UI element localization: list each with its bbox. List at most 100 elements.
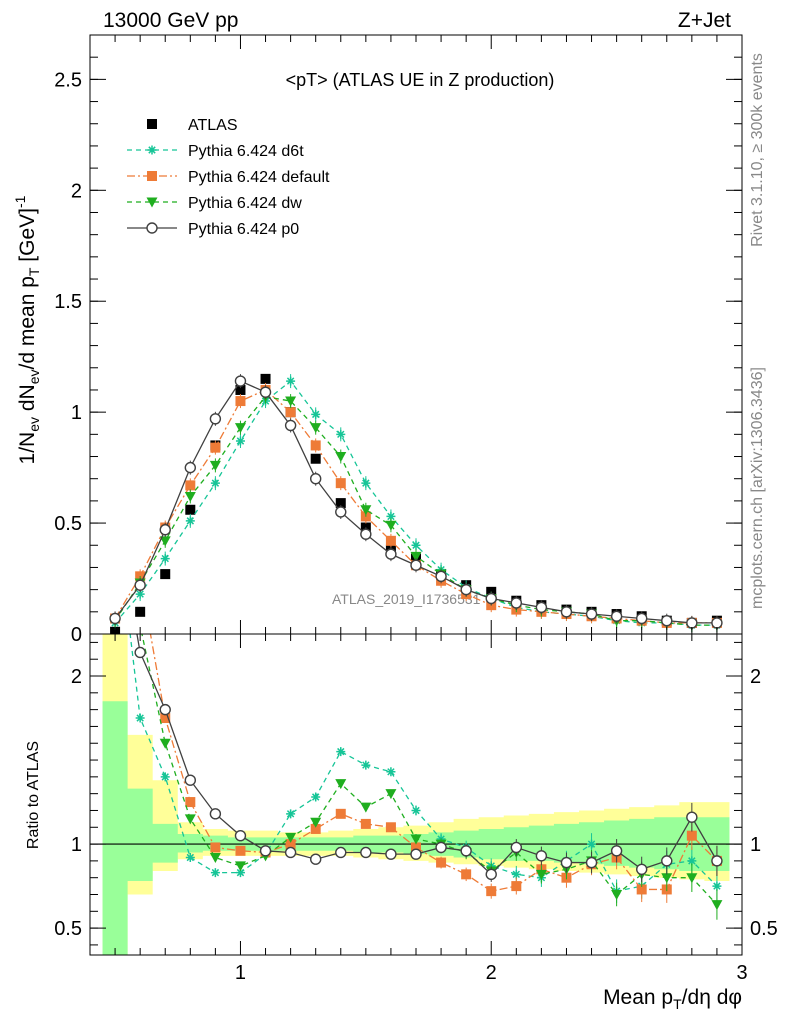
data-point: [385, 535, 396, 546]
ratio-point: [661, 873, 673, 884]
ratio-point: [184, 814, 196, 825]
data-point: [285, 407, 296, 418]
ratio-point: [360, 802, 372, 813]
ratio-point: [160, 772, 170, 782]
ratio-point: [210, 842, 221, 853]
data-point: [360, 505, 372, 516]
data-point: [510, 597, 523, 609]
data-point: [135, 606, 146, 617]
svg-text:Mean pT/dη dφ: Mean pT/dη dφ: [603, 986, 742, 1012]
ratio-point: [284, 846, 297, 859]
ratio-point: [309, 853, 322, 865]
ratio-point: [235, 868, 245, 878]
rivet-label: Rivet 3.1.10, ≥ 300k events: [749, 53, 766, 247]
ratio-point: [385, 822, 396, 833]
ratio-point: [210, 868, 220, 878]
watermark: ATLAS_2019_I1736531: [332, 591, 481, 607]
ratio-point: [610, 845, 623, 857]
main-axes: 0 0.5 1 1.5 2 2.5: [54, 34, 743, 646]
ratio-point: [686, 830, 697, 841]
ratio-point: [385, 848, 397, 860]
ratio-point: [687, 856, 697, 866]
ratio-point: [560, 856, 573, 869]
data-point: [184, 491, 196, 502]
ratio-point: [234, 861, 246, 872]
data-point: [686, 617, 698, 629]
data-point: [235, 396, 246, 407]
y-tick-label: 2: [71, 666, 82, 688]
data-point: [135, 589, 145, 599]
data-point: [109, 612, 121, 625]
ratio-point: [661, 855, 673, 867]
data-point: [210, 478, 220, 488]
data-point: [386, 511, 396, 521]
ratio-point: [310, 823, 321, 834]
ratio-point: [711, 855, 723, 867]
legend-label: ATLAS: [188, 117, 238, 134]
ratio-point: [461, 869, 472, 880]
data-point: [284, 419, 297, 432]
y-tick-label-right: 2: [750, 666, 761, 688]
watermark-text: ATLAS_2019_I1736531: [332, 591, 481, 607]
data-point: [310, 440, 321, 451]
y-tick-label: 1.5: [54, 291, 82, 313]
ratio-point: [286, 809, 296, 819]
data-point: [410, 551, 422, 562]
ratio-point: [159, 703, 171, 716]
legend-marker: [147, 171, 157, 181]
x-axis-label: Mean pT/dη dφ: [603, 986, 742, 1012]
ratio-point: [511, 881, 522, 892]
data-point: [535, 601, 548, 614]
ratio-point: [360, 846, 372, 859]
mcplots-label: mcplots.cern.ch [arXiv:1306.3436]: [749, 367, 766, 609]
ratio-point: [411, 842, 421, 853]
data-point: [661, 614, 673, 627]
ratio-point: [335, 808, 346, 819]
ratio-point: [435, 841, 447, 854]
data-point: [184, 461, 197, 474]
ratio-point: [410, 834, 422, 845]
data-point: [385, 548, 397, 560]
y-tick-label: 1: [71, 402, 82, 424]
data-point: [159, 536, 171, 547]
ratio-point: [535, 869, 547, 880]
data-point: [209, 413, 222, 425]
ratio-point: [234, 829, 247, 842]
ratio-point: [410, 848, 422, 860]
data-point: [336, 429, 346, 439]
data-point: [209, 460, 221, 471]
data-point: [259, 386, 272, 398]
legend-label: Pythia 6.424 dw: [188, 195, 302, 212]
y-tick-label-right: 0.5: [750, 918, 778, 940]
data-point: [285, 396, 297, 407]
header-left: 13000 GeV pp: [103, 9, 238, 32]
legend-marker: [146, 222, 158, 234]
legend-marker: [147, 145, 157, 155]
legend-marker: [147, 119, 157, 129]
data-point: [310, 453, 321, 464]
axes-frame: [89, 633, 743, 956]
ratio-point: [111, 503, 120, 512]
data-point: [411, 540, 421, 550]
y-tick-label: 0: [71, 624, 82, 646]
y-tick-label: 1: [71, 834, 82, 856]
ratio-point: [711, 900, 723, 911]
ratio-point: [285, 832, 297, 843]
data-point: [335, 506, 347, 518]
ratio-point: [235, 845, 246, 856]
ratio-point: [485, 868, 497, 881]
data-point: [335, 498, 346, 509]
ratio-point: [259, 845, 272, 857]
data-point: [585, 608, 598, 620]
ratio-point: [110, 503, 121, 513]
data-point: [335, 478, 346, 489]
svg-text:Ratio to ATLAS: Ratio to ATLAS: [25, 741, 42, 849]
data-point: [235, 436, 245, 446]
x-tick-label: 3: [736, 962, 747, 984]
ratio-point: [686, 873, 698, 884]
data-point: [185, 516, 195, 526]
data-point: [185, 480, 196, 491]
legend: ATLAS Pythia 6.424 d6t Pythia 6.424 defaul…: [127, 117, 330, 238]
y-axis-label-main: 1/Nev dNev/d mean pT [GeV]-1: [12, 195, 42, 464]
